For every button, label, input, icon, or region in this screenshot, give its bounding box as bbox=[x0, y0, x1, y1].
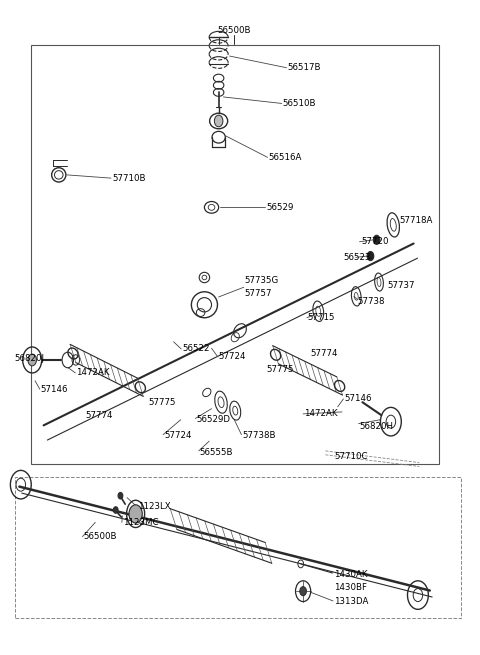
Circle shape bbox=[113, 507, 118, 514]
Circle shape bbox=[367, 252, 374, 261]
Text: 57775: 57775 bbox=[148, 398, 176, 407]
Text: 1472AK: 1472AK bbox=[304, 409, 337, 419]
Text: 57718A: 57718A bbox=[399, 216, 432, 225]
Text: 57710C: 57710C bbox=[334, 451, 367, 460]
Text: 56500B: 56500B bbox=[84, 532, 117, 541]
Text: 57738: 57738 bbox=[358, 297, 385, 306]
Text: 57737: 57737 bbox=[387, 281, 415, 290]
Text: 56522: 56522 bbox=[182, 345, 210, 354]
Text: 57774: 57774 bbox=[86, 411, 113, 420]
Text: 1472AK: 1472AK bbox=[76, 369, 110, 377]
Text: 56555B: 56555B bbox=[200, 448, 233, 457]
Text: 57774: 57774 bbox=[310, 349, 338, 358]
Text: 57710B: 57710B bbox=[112, 174, 145, 183]
Text: 1430AK: 1430AK bbox=[334, 570, 367, 579]
Circle shape bbox=[118, 493, 123, 499]
Text: 57146: 57146 bbox=[41, 384, 68, 394]
Text: 57715: 57715 bbox=[308, 313, 336, 322]
Text: 56500B: 56500B bbox=[217, 26, 251, 35]
Text: 56820H: 56820H bbox=[360, 422, 394, 431]
Text: 57775: 57775 bbox=[266, 365, 294, 374]
Text: 56529D: 56529D bbox=[196, 415, 230, 424]
Text: 57146: 57146 bbox=[344, 394, 372, 403]
Text: 56517B: 56517B bbox=[288, 64, 321, 72]
Circle shape bbox=[300, 587, 306, 595]
Circle shape bbox=[129, 505, 142, 523]
Text: 1123MC: 1123MC bbox=[123, 518, 158, 527]
Text: 1430BF: 1430BF bbox=[334, 583, 367, 591]
Text: 57724: 57724 bbox=[164, 432, 192, 440]
Text: 56510B: 56510B bbox=[283, 99, 316, 108]
Text: 57735G: 57735G bbox=[245, 276, 279, 285]
Circle shape bbox=[373, 235, 380, 244]
Text: 57757: 57757 bbox=[245, 289, 272, 297]
Circle shape bbox=[215, 115, 223, 127]
Text: 56516A: 56516A bbox=[268, 153, 302, 162]
Text: 1313DA: 1313DA bbox=[334, 597, 368, 606]
Circle shape bbox=[28, 354, 36, 365]
Bar bbox=[31, 45, 439, 464]
Text: 56820J: 56820J bbox=[14, 354, 45, 362]
Text: 57720: 57720 bbox=[361, 237, 388, 246]
Text: 56529: 56529 bbox=[266, 203, 293, 212]
Text: 57738B: 57738B bbox=[242, 432, 276, 440]
Text: 57724: 57724 bbox=[219, 352, 246, 361]
Text: 1123LX: 1123LX bbox=[138, 502, 170, 512]
Text: 56523: 56523 bbox=[343, 253, 371, 262]
Bar bbox=[14, 477, 461, 618]
